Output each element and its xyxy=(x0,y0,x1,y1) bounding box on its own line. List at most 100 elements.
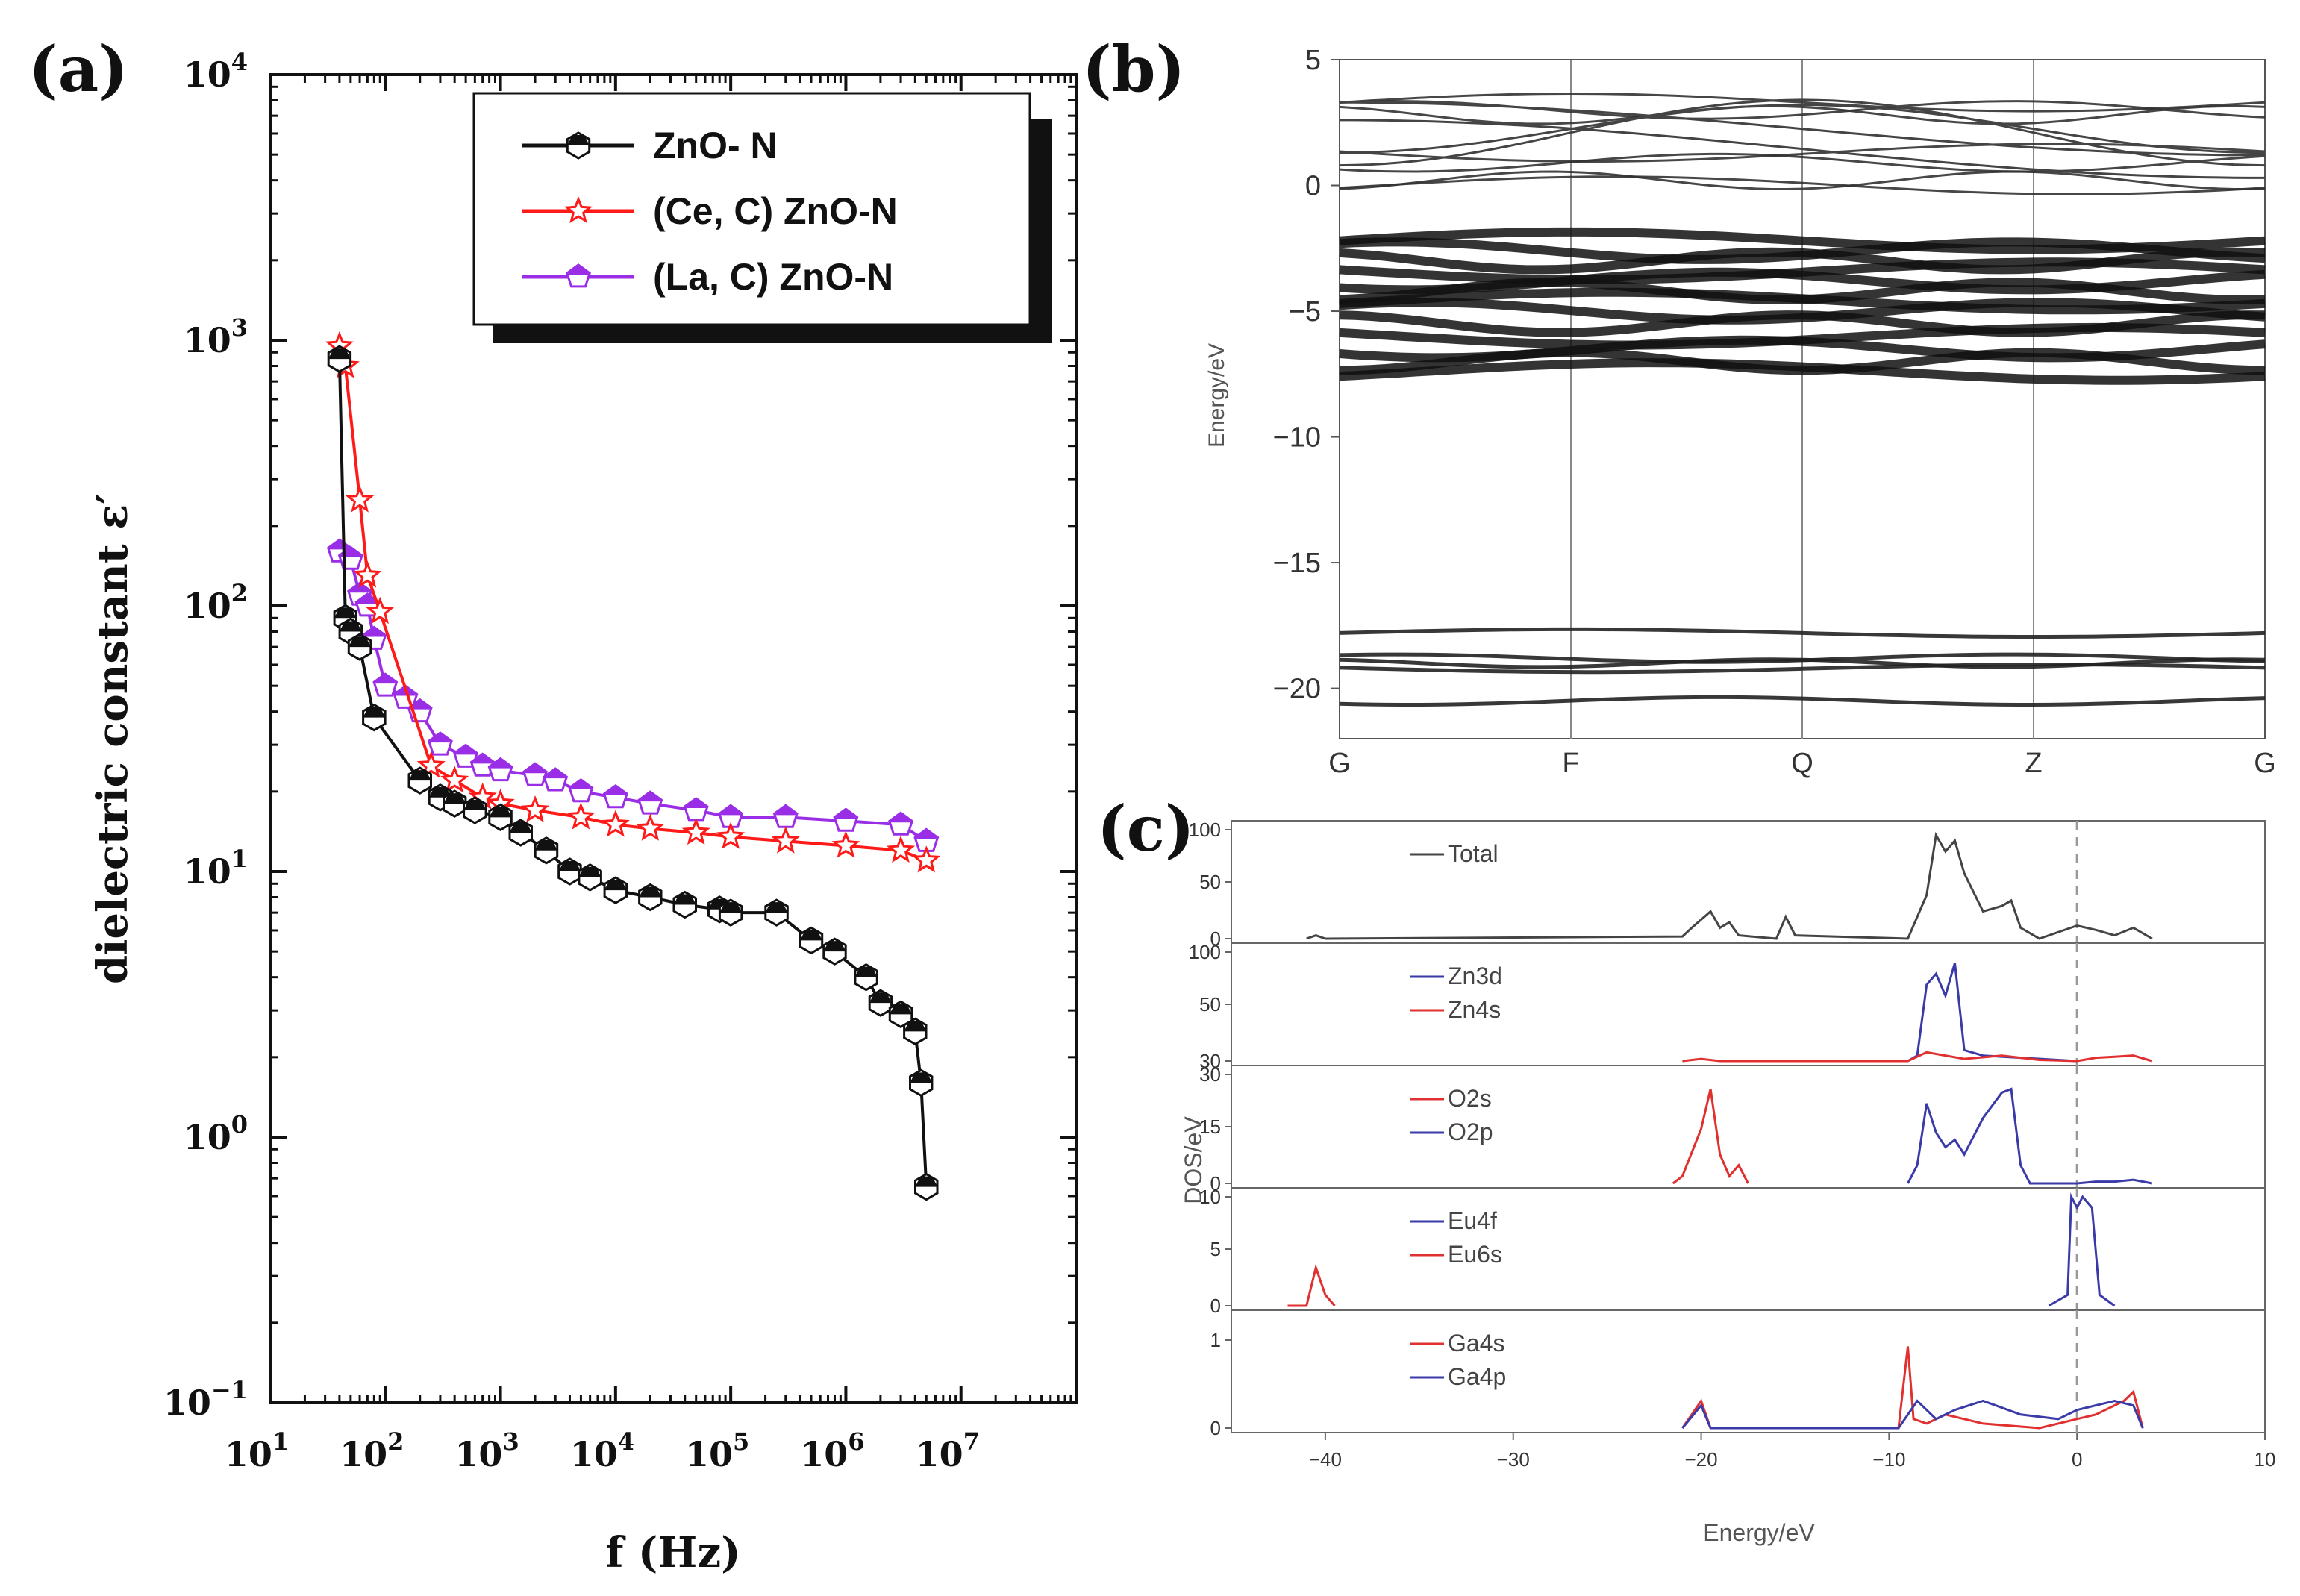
chart-c-legend-label: O2p xyxy=(1448,1118,1493,1145)
chart-a-point xyxy=(868,989,893,1017)
chart-a-point xyxy=(764,898,789,927)
chart-a-point xyxy=(568,777,594,803)
chart-a-ytick-label: 10−1 xyxy=(163,1376,248,1423)
chart-c-series-line xyxy=(1681,1346,2144,1430)
chart-a-point xyxy=(914,1172,939,1201)
chart-a-point xyxy=(672,890,697,919)
chart-c-xtick-label: −30 xyxy=(1497,1448,1530,1471)
chart-c-legend-label: Ga4p xyxy=(1448,1363,1506,1390)
panel-label-b: (b) xyxy=(1082,32,1185,106)
chart-b-band-conduction xyxy=(1339,143,2266,163)
chart-a-frame xyxy=(269,73,1078,1404)
chart-c-ytick-label: 10 xyxy=(1199,1186,1221,1208)
chart-a-point xyxy=(362,703,387,732)
chart-a-ytick-label: 103 xyxy=(184,313,248,360)
chart-a-point xyxy=(443,789,467,818)
chart-a-point xyxy=(888,1000,913,1029)
chart-c-series-line xyxy=(1672,1089,1749,1185)
chart-b-ytick-label: −15 xyxy=(1273,548,1321,579)
chart-a-ytick-label: 104 xyxy=(184,48,248,95)
chart-c-ytick-label: 0 xyxy=(1210,1417,1221,1439)
chart-b-band-semicore xyxy=(1339,627,2266,639)
chart-a-xtick-label: 106 xyxy=(800,1427,864,1474)
chart-c-legend-label: Total xyxy=(1448,840,1499,867)
chart-b-xtick-label: G xyxy=(2254,748,2276,779)
chart-c-xlabel: Energy/eV xyxy=(1703,1519,1815,1546)
chart-a-ytick-label: 102 xyxy=(184,579,248,626)
chart-c-ytick-label: 0 xyxy=(1210,1295,1221,1317)
chart-a-point xyxy=(578,863,602,892)
chart-a-point xyxy=(854,963,878,992)
chart-b-band-crossing xyxy=(1340,101,2266,157)
chart-a-point xyxy=(416,751,446,778)
chart-a-point xyxy=(637,790,663,815)
chart-a-point xyxy=(833,807,859,832)
chart-c-legend-label: Zn4s xyxy=(1448,996,1501,1023)
chart-b-band-semicore xyxy=(1339,695,2266,707)
chart-a-point xyxy=(427,731,453,756)
chart-c-legend-label: Eu4f xyxy=(1448,1207,1497,1234)
chart-c-xtick-label: 10 xyxy=(2254,1448,2276,1471)
chart-b-band-conduction xyxy=(1339,104,2266,125)
chart-a-xtick-label: 104 xyxy=(570,1427,634,1474)
chart-a-point xyxy=(372,672,399,697)
chart-c-ytick-label: 0 xyxy=(1210,1172,1221,1195)
chart-a-point xyxy=(488,803,513,832)
chart-a-xtick-label: 107 xyxy=(916,1427,980,1474)
chart-a-ylabel: dielectric constant ε′ xyxy=(88,493,137,984)
chart-b-ylabel: Energy/eV xyxy=(1204,343,1229,448)
chart-a-point xyxy=(603,876,628,904)
chart-b-band-crossing xyxy=(1339,104,2266,154)
chart-b-band-conduction xyxy=(1339,92,2266,113)
chart-a-point xyxy=(683,797,709,822)
chart-c-series-line xyxy=(1907,1087,2153,1185)
chart-c-series-line xyxy=(1306,831,2153,940)
chart-b-ytick-label: −10 xyxy=(1273,422,1321,454)
chart-b-ytick-label: 0 xyxy=(1305,171,1321,202)
chart-a-point xyxy=(822,937,847,966)
chart-c-ytick-label: 30 xyxy=(1199,1063,1221,1086)
chart-c-legend-label: Ga4s xyxy=(1448,1330,1504,1356)
chart-c-ytick-label: 5 xyxy=(1210,1238,1221,1260)
chart-a-xtick-label: 105 xyxy=(685,1427,749,1474)
chart-a-point xyxy=(716,822,746,849)
chart-b-xtick-label: G xyxy=(1328,748,1351,779)
chart-a: 101 102 103 104 105 106 107 10−1 100 101 102 103 104… xyxy=(88,48,1078,1577)
chart-a-series-line xyxy=(337,359,928,1187)
chart-a-point xyxy=(463,796,487,824)
chart-a-point xyxy=(522,762,548,786)
chart-a-point xyxy=(638,883,663,912)
chart-c-series-line xyxy=(1681,1399,2144,1430)
chart-a-point xyxy=(345,485,375,513)
chart-a-ytick-label: 101 xyxy=(184,845,248,892)
chart-a-point xyxy=(487,757,513,782)
chart-b-band-valence xyxy=(1339,287,2266,315)
chart-a-point xyxy=(636,813,665,841)
chart-c-subplot-frame xyxy=(1231,820,2266,944)
chart-a-xtick-label: 101 xyxy=(225,1427,289,1474)
chart-a-legend: ZnO- N (Ce, C) ZnO-N (La, C) ZnO-N xyxy=(472,92,1052,343)
chart-a-point xyxy=(601,810,630,837)
chart-c-subplot-frame xyxy=(1231,942,2266,1066)
panel-label-c: (c) xyxy=(1097,792,1195,866)
chart-c-legend-label: Eu6s xyxy=(1448,1241,1502,1268)
chart-a-point xyxy=(909,1068,934,1098)
chart-b-band-semicore xyxy=(1339,663,2266,675)
chart-a-legend-label: (La, C) ZnO-N xyxy=(653,256,893,298)
chart-c-xtick-label: −20 xyxy=(1684,1448,1717,1471)
chart-a-xtick-label: 102 xyxy=(340,1427,404,1474)
chart-a-point xyxy=(602,783,628,809)
chart-c-legend-label: O2s xyxy=(1448,1085,1492,1112)
chart-c-xtick-label: −40 xyxy=(1309,1448,1342,1471)
chart-a-point xyxy=(566,802,596,830)
chart-c-ytick-label: 100 xyxy=(1189,819,1221,841)
chart-b-xtick-label: Z xyxy=(2025,748,2042,779)
chart-a-point xyxy=(772,804,799,828)
chart-c-xtick-label: 0 xyxy=(2072,1448,2082,1471)
chart-a-point xyxy=(534,836,559,865)
chart-a-point xyxy=(440,766,469,793)
chart-a-point xyxy=(366,596,395,625)
chart-a-legend-label: (Ce, C) ZnO-N xyxy=(653,190,898,232)
chart-a-legend-marker xyxy=(563,195,593,224)
